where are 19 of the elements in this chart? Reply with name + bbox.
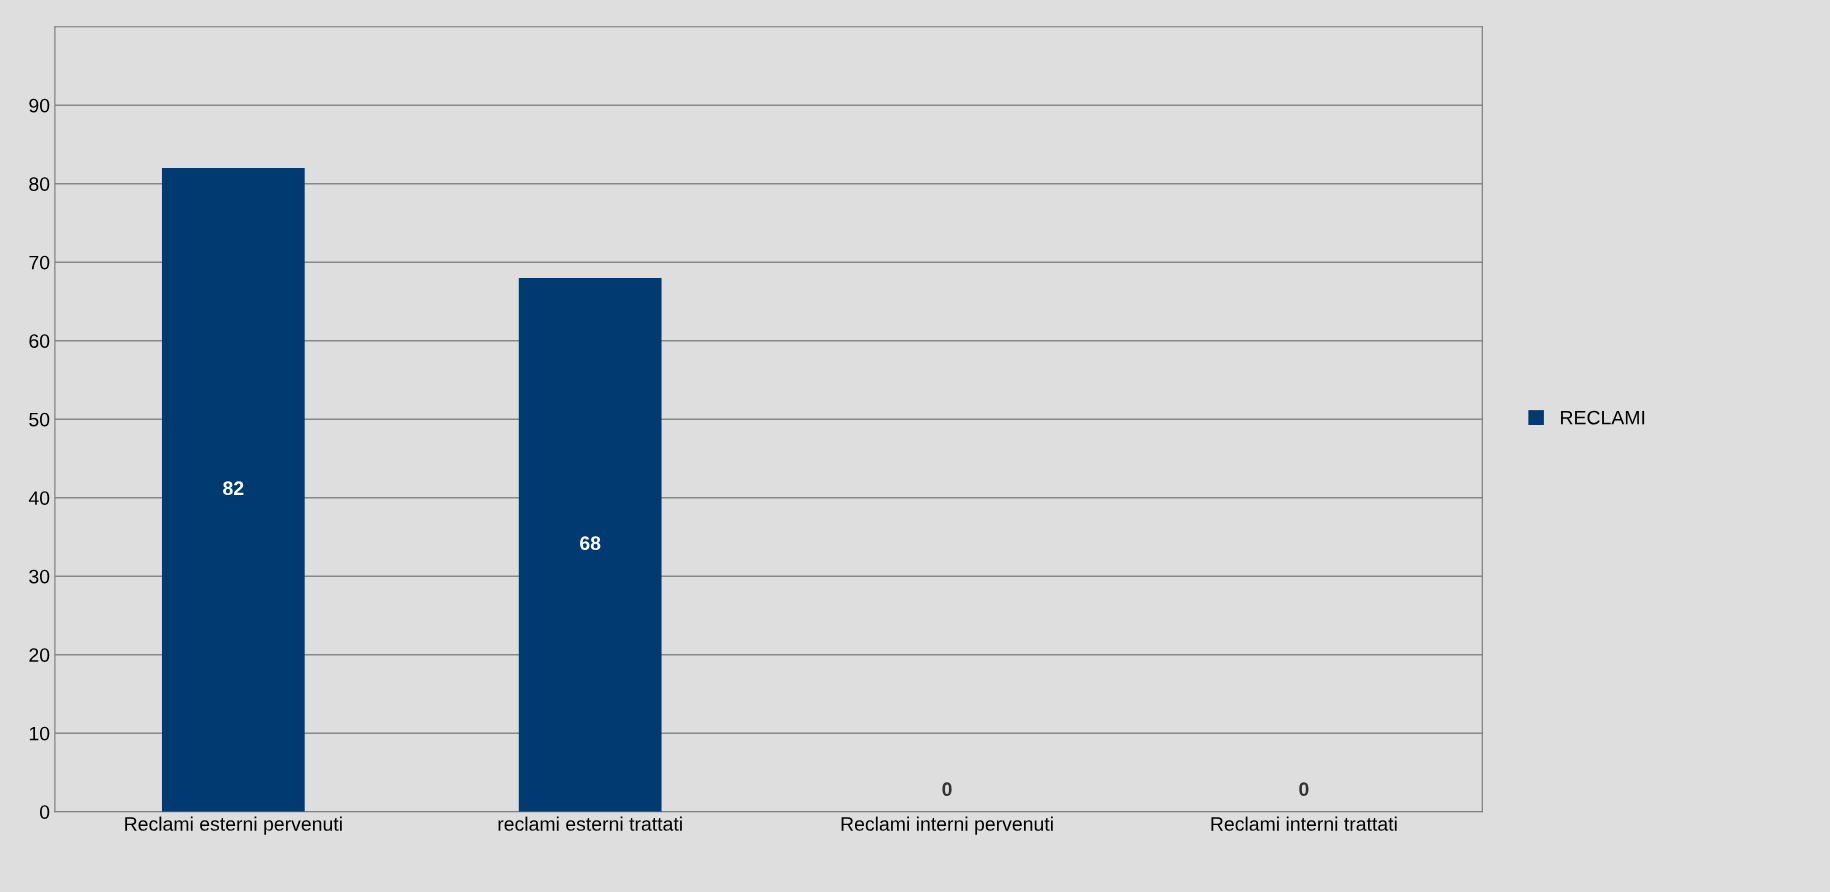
y-tick-label: 60: [29, 334, 50, 348]
y-tick-label: 70: [29, 255, 50, 270]
data-label: 0: [1299, 782, 1309, 797]
x-tick-label: Reclami interni pervenuti: [841, 816, 1053, 835]
data-label: 82: [223, 481, 244, 496]
y-tick-label: 40: [28, 491, 50, 505]
y-tick-label: 90: [29, 98, 50, 113]
data-label: 68: [580, 536, 601, 551]
y-tick-label: 50: [29, 412, 50, 427]
y-tick-label: 0: [39, 805, 50, 819]
legend-label: RECLAMI: [1561, 410, 1645, 425]
x-tick-label: Reclami interni trattati: [1211, 816, 1397, 831]
x-tick-label: reclami esterni trattati: [498, 816, 682, 831]
y-tick-label: 30: [29, 569, 50, 584]
y-tick-label: 20: [29, 648, 50, 662]
y-tick-label: 80: [29, 177, 50, 191]
x-tick-label: Reclami esterni pervenuti: [125, 816, 342, 835]
data-label: 0: [942, 782, 952, 797]
y-tick-label: 10: [29, 726, 50, 741]
